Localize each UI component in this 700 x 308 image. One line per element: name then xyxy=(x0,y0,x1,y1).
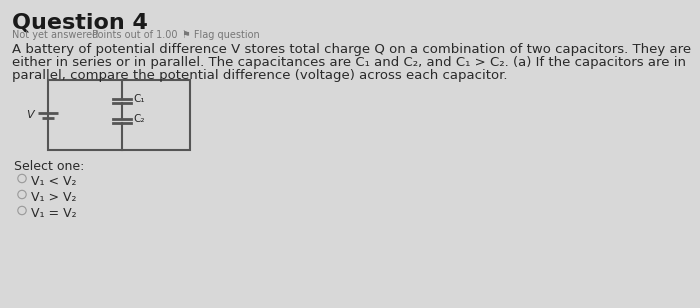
Text: Points out of 1.00: Points out of 1.00 xyxy=(92,30,178,40)
Text: ⚑ Flag question: ⚑ Flag question xyxy=(182,30,260,40)
Bar xyxy=(48,80,190,150)
Circle shape xyxy=(18,174,26,183)
Text: C₁: C₁ xyxy=(134,94,146,104)
Text: C₂: C₂ xyxy=(134,114,146,124)
Text: V: V xyxy=(27,110,34,120)
Text: V₁ = V₂: V₁ = V₂ xyxy=(31,207,76,220)
Text: V₁ < V₂: V₁ < V₂ xyxy=(31,175,76,188)
Text: Question 4: Question 4 xyxy=(12,13,148,33)
Circle shape xyxy=(18,190,26,199)
Text: Select one:: Select one: xyxy=(14,160,85,173)
Circle shape xyxy=(18,206,26,215)
Text: Not yet answered: Not yet answered xyxy=(12,30,98,40)
Text: A battery of potential difference V stores total charge Q on a combination of tw: A battery of potential difference V stor… xyxy=(12,43,691,56)
Text: either in series or in parallel. The capacitances are C₁ and C₂, and C₁ > C₂. (a: either in series or in parallel. The cap… xyxy=(12,56,686,69)
Text: V₁ > V₂: V₁ > V₂ xyxy=(31,191,76,204)
Text: parallel, compare the potential difference (voltage) across each capacitor.: parallel, compare the potential differen… xyxy=(12,69,507,82)
